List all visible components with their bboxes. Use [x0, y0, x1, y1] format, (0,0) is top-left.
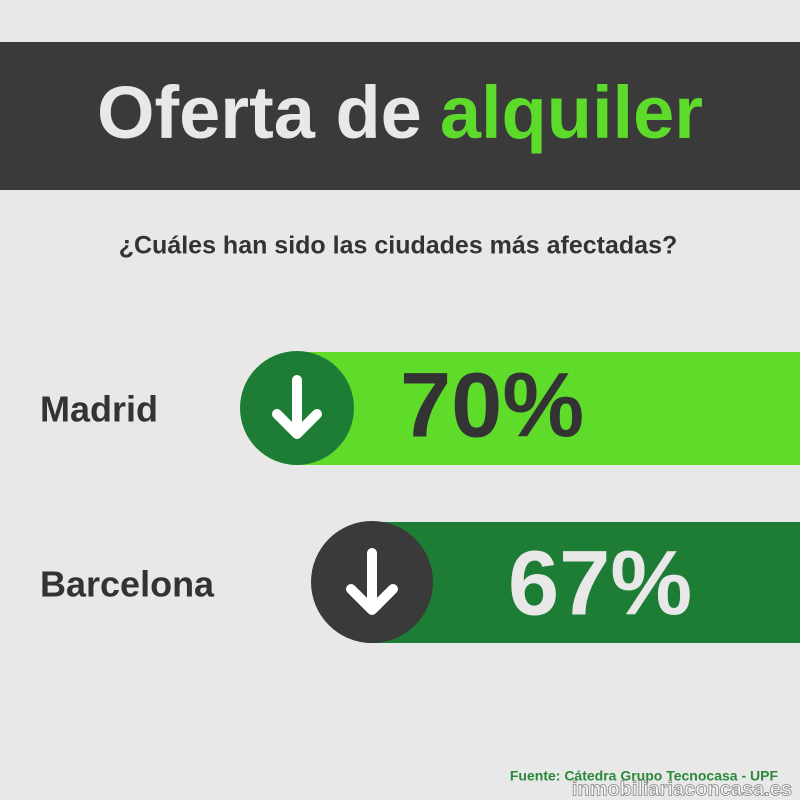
percent-value: 70% — [400, 354, 584, 456]
watermark: inmobiliariaconcasa.es — [572, 778, 792, 800]
bar — [311, 522, 800, 643]
source: Fuente: Cátedra Grupo Tecnocasa - UPF — [510, 768, 779, 784]
header-band — [0, 42, 800, 190]
bar — [240, 352, 800, 465]
percent-value: 67% — [508, 532, 692, 634]
subtitle: ¿Cuáles han sido las ciudades más afecta… — [119, 232, 678, 260]
city-label: Barcelona — [40, 564, 215, 605]
down-arrow — [272, 375, 322, 439]
city-label: Madrid — [40, 389, 158, 430]
title-highlight: alquiler — [440, 71, 703, 154]
down-arrow — [346, 548, 398, 615]
title: Oferta de alquiler — [97, 71, 703, 154]
title-part: Oferta de — [97, 71, 422, 154]
